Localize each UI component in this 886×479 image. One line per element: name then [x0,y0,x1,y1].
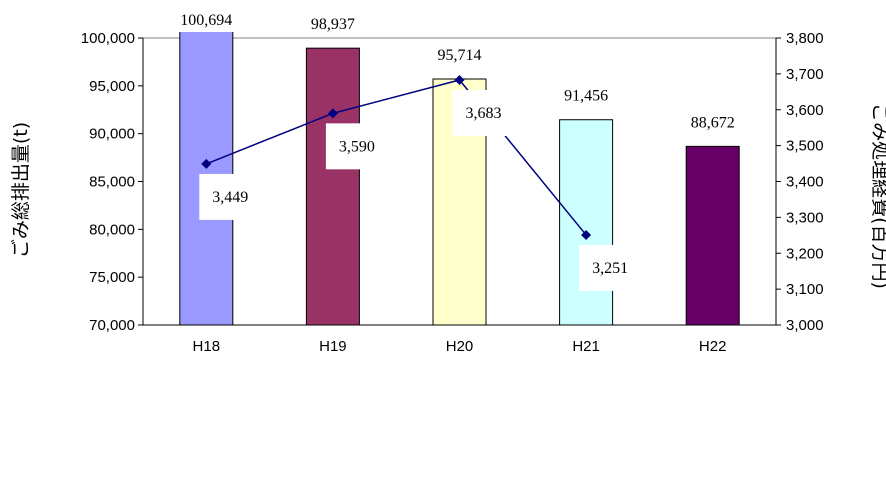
right-tick-label: 3,100 [786,281,824,298]
bar-label-box [168,8,244,32]
right-tick-label: 3,000 [786,317,824,334]
left-tick-label: 95,000 [89,78,135,95]
line-point-h18 [201,158,212,169]
right-axis-title: ごみ処理経費(百万円) [869,103,886,289]
left-axis-ticks: 70,000 75,000 80,000 85,000 90,000 95,000 100,… [81,30,143,334]
left-tick-label: 70,000 [89,317,135,334]
bar-value-label: 100,694 [180,12,232,29]
right-axis-ticks: 3,000 3,100 3,200 3,300 3,400 3,500 3,600 3,700… [776,30,824,334]
bar-h19 [305,47,360,326]
line-label-box [452,89,515,136]
x-tick-label: H22 [699,338,727,355]
right-tick-label: 3,800 [786,30,824,47]
bar-label-box [299,12,367,37]
left-tick-label: 85,000 [89,174,135,191]
bar-value-label: 91,456 [564,88,608,105]
bar-value-label: 98,937 [311,16,355,33]
line-point-h21 [581,229,592,240]
line-series [201,74,592,240]
line-path [206,79,587,236]
right-tick-label: 3,700 [786,66,824,83]
left-axis-title: ごみ総排出量(t) [10,122,32,258]
left-tick-label: 90,000 [89,126,135,143]
x-tick-label: H21 [572,338,600,355]
bar-label-box [552,83,620,108]
bar-label-box [679,110,747,135]
left-tick-label: 75,000 [89,269,135,286]
data-labels: 100,694 98,937 95,714 91,456 88,672 3,449 3,59… [168,8,747,291]
right-tick-label: 3,400 [786,174,824,191]
line-value-label: 3,251 [592,260,628,277]
x-tick-label: H18 [193,338,221,355]
bars [179,30,740,326]
bar-h21 [559,119,614,326]
line-label-box [199,173,262,220]
line-label-box [325,123,388,170]
line-value-label: 3,449 [212,189,248,206]
bar-h22 [685,145,740,326]
line-value-label: 3,590 [339,138,375,155]
line-point-h19 [327,108,338,119]
line-point-h20 [454,74,465,85]
line-value-label: 3,683 [466,105,502,122]
right-tick-label: 3,500 [786,138,824,155]
right-tick-label: 3,200 [786,245,824,262]
bar-label-box [425,43,494,68]
x-tick-label: H19 [319,338,347,355]
right-tick-label: 3,600 [786,102,824,119]
left-tick-label: 100,000 [81,30,135,47]
right-tick-label: 3,300 [786,209,824,226]
x-axis-ticks: H18 H19 H20 H21 H22 [142,38,777,355]
line-label-box [579,244,642,291]
bar-value-label: 88,672 [691,114,735,131]
x-tick-label: H20 [446,338,474,355]
left-tick-label: 80,000 [89,221,135,238]
bar-value-label: 95,714 [438,47,482,64]
